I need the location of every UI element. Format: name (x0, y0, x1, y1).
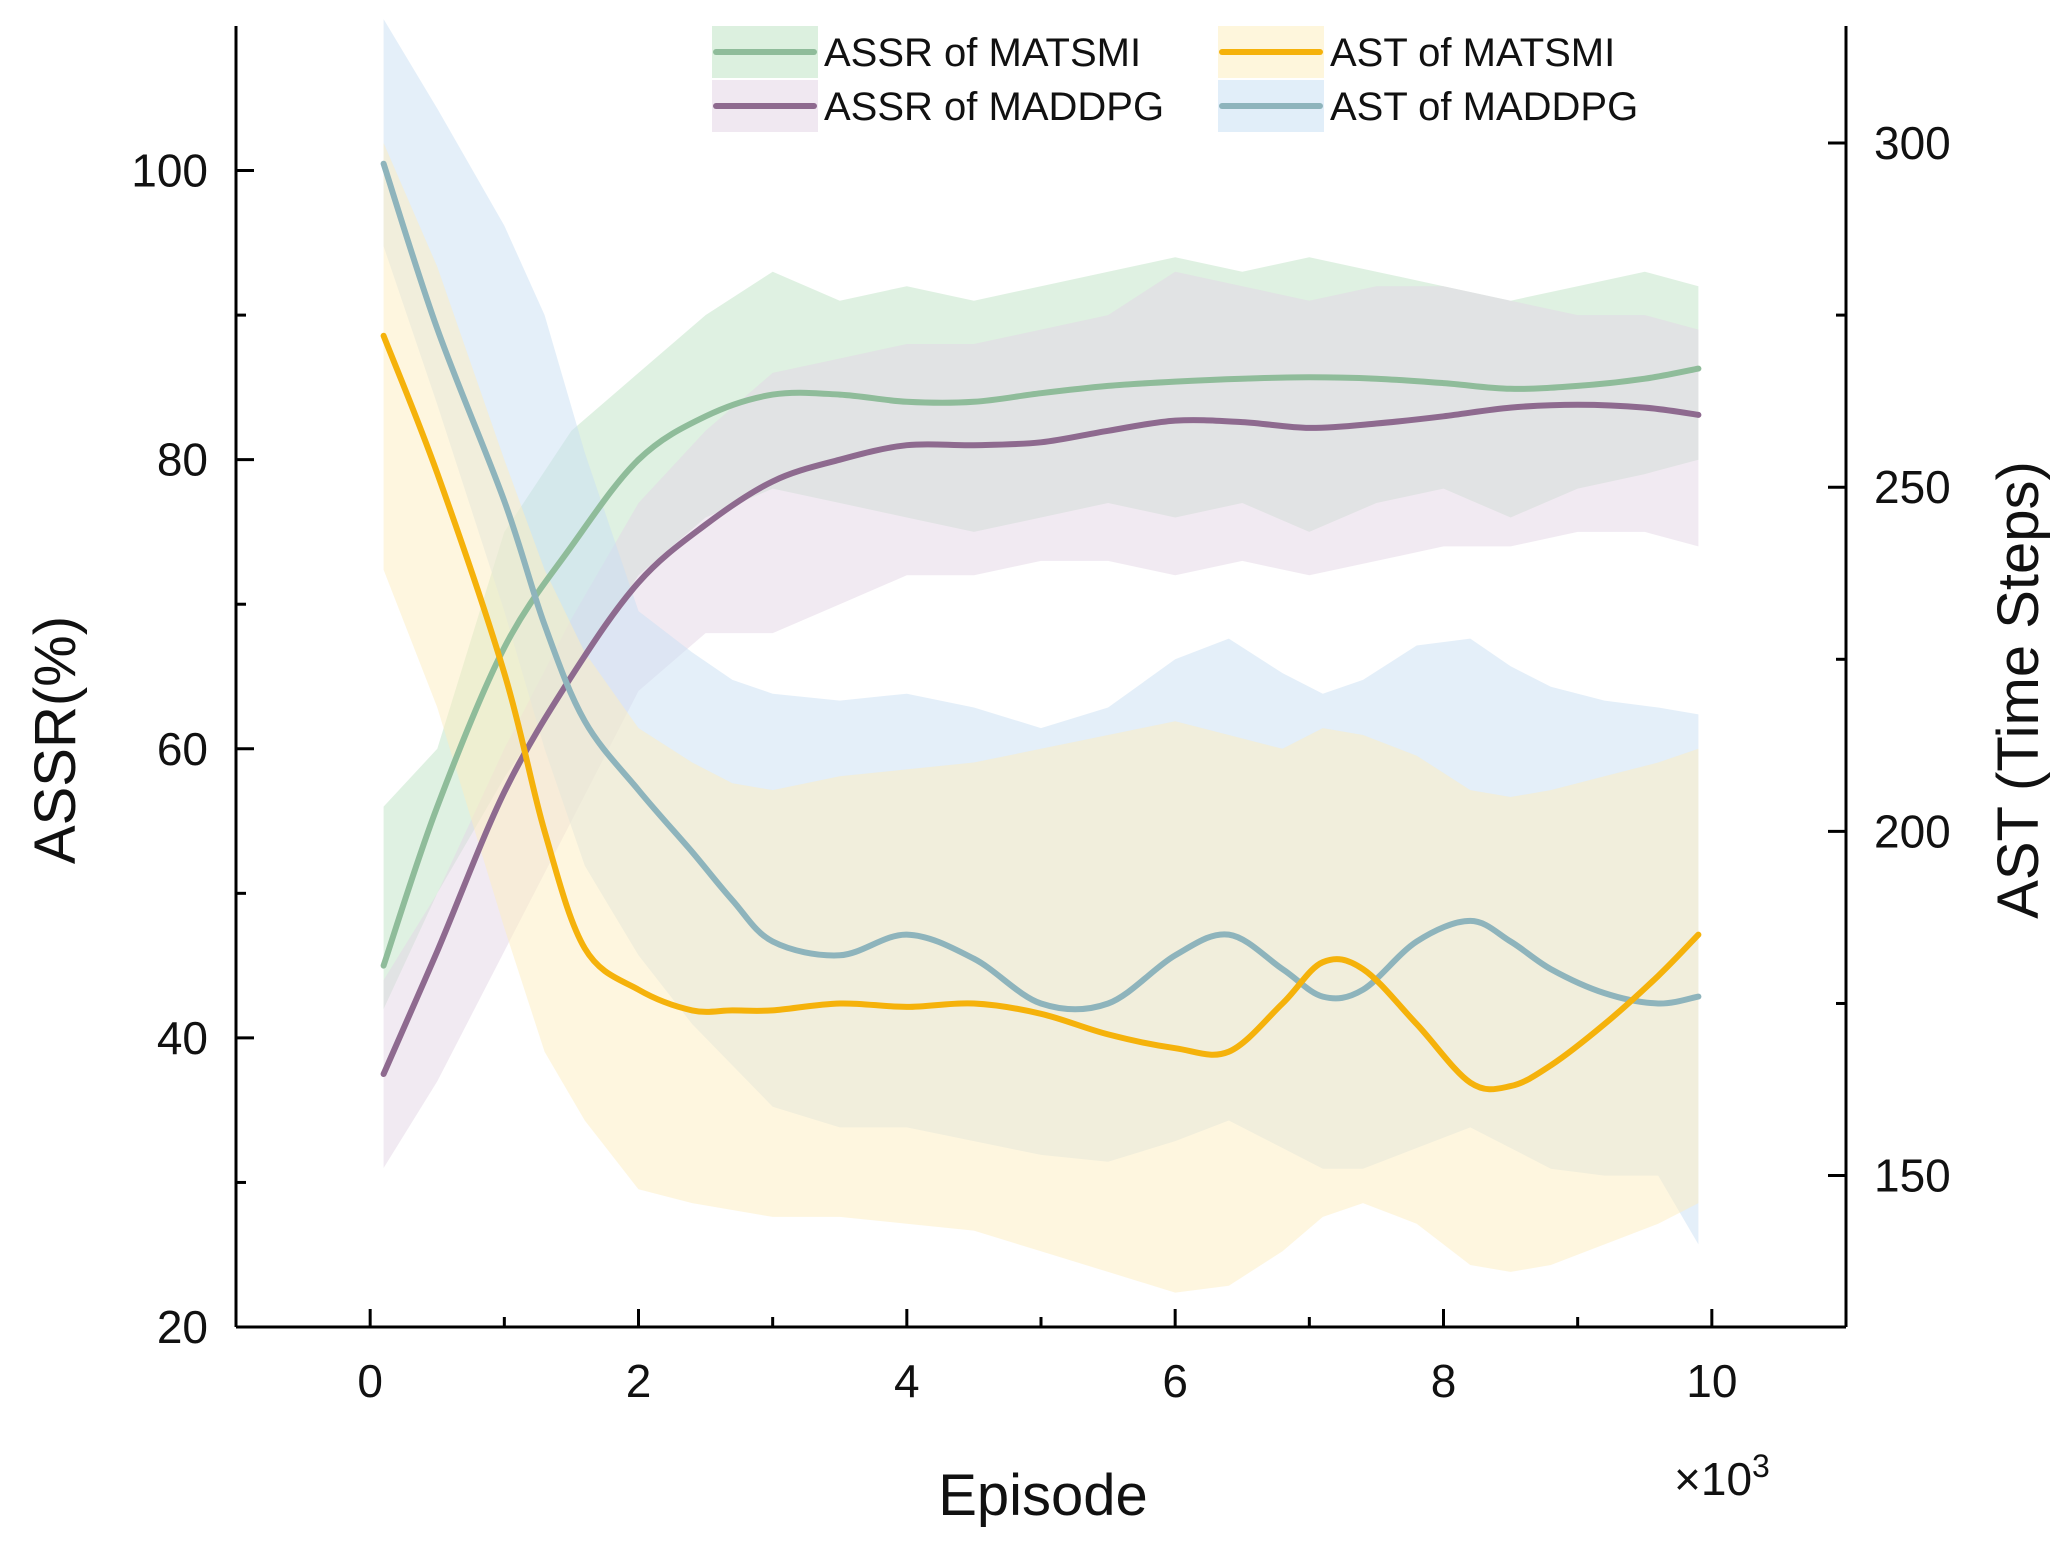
line-assr-of-maddpg (380, 401, 1702, 1077)
x-tick-label: 0 (357, 1355, 383, 1407)
x-tick-label: 4 (894, 1355, 920, 1407)
y2-tick-label: 200 (1874, 805, 1951, 857)
x-tick-label: 2 (626, 1355, 652, 1407)
x-tick-label: 10 (1686, 1355, 1737, 1407)
legend-label-assr-of-matsmi: ASSR of MATSMI (824, 31, 1141, 75)
legend-label-ast-of-matsmi: AST of MATSMI (1330, 31, 1615, 75)
band-assr-of-maddpg (383, 271, 1699, 1168)
y-tick-label: 40 (157, 1012, 208, 1064)
y-tick-label: 60 (157, 723, 208, 775)
confidence-bands (383, 19, 1699, 1293)
x-axis-multiplier-exponent: 3 (1752, 1448, 1770, 1484)
legend: ASSR of MATSMI ASSR of MADDPG AST of MATSM… (712, 26, 1638, 132)
x-tick-label: 8 (1431, 1355, 1457, 1407)
x-tick-label: 6 (1162, 1355, 1188, 1407)
x-axis-multiplier: ×103 (1674, 1448, 1770, 1505)
x-axis-title: Episode (938, 1463, 1148, 1528)
y-tick-label: 20 (157, 1301, 208, 1353)
line-ast-of-matsmi (380, 332, 1702, 1093)
legend-label-ast-of-maddpg: AST of MADDPG (1330, 85, 1638, 129)
y-tick-label: 100 (131, 145, 208, 197)
y2-tick-label: 300 (1874, 117, 1951, 169)
axes: 0 2 4 6 8 10 20 40 60 80 100 150 200 250 300 (131, 26, 1951, 1407)
line-assr-of-matsmi (380, 365, 1702, 969)
y2-tick-label: 150 (1874, 1150, 1951, 1202)
series-lines (380, 160, 1702, 1093)
legend-label-assr-of-maddpg: ASSR of MADDPG (824, 85, 1164, 129)
band-ast-of-matsmi (383, 143, 1699, 1293)
x-axis-multiplier-base: ×10 (1674, 1453, 1752, 1505)
y-tick-label: 80 (157, 434, 208, 486)
y-axis-title: ASSR(%) (23, 616, 88, 864)
y2-axis-title: AST (Time Steps) (1986, 461, 2051, 919)
line-ast-of-maddpg (380, 160, 1702, 1013)
y2-tick-label: 250 (1874, 461, 1951, 513)
